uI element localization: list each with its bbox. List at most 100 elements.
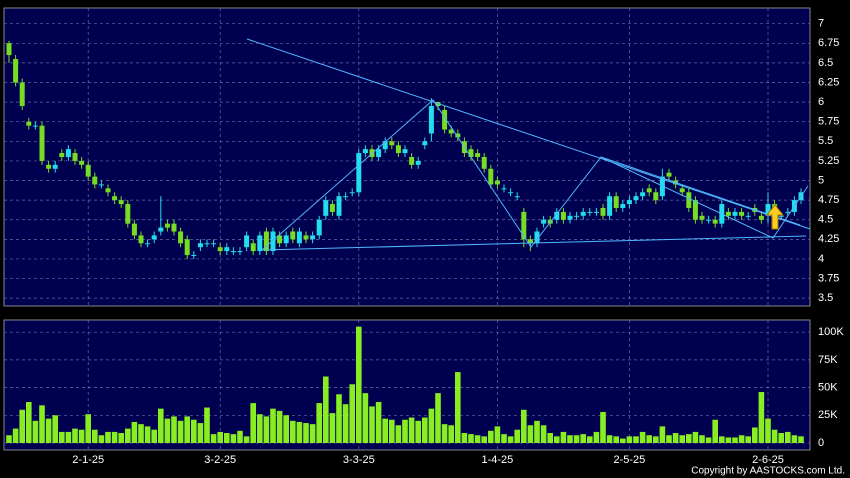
candle-body: [98, 184, 104, 186]
candle-body: [26, 121, 32, 126]
y-tick-label: 4.75: [818, 194, 839, 206]
volume-bar: [699, 435, 705, 443]
candle-body: [79, 160, 85, 165]
volume-bar: [257, 414, 263, 443]
volume-bar: [501, 434, 507, 443]
candle-body: [739, 211, 745, 216]
candle-body: [158, 227, 164, 232]
candle-body: [508, 192, 514, 194]
candle-body: [303, 235, 309, 240]
volume-bar: [798, 436, 804, 443]
x-tick-label: 2-6-25: [752, 454, 784, 466]
candle-body: [422, 141, 428, 146]
volume-bar: [349, 384, 355, 443]
volume-bar: [382, 418, 388, 443]
candle-body: [488, 168, 494, 185]
volume-bar: [342, 404, 349, 443]
volume-bar: [369, 406, 375, 443]
volume-bar: [534, 420, 540, 443]
candle-body: [514, 196, 520, 198]
candle-body: [257, 235, 263, 252]
candle-body: [607, 196, 613, 216]
candle-body: [211, 243, 217, 245]
volume-bar: [672, 433, 679, 443]
volume-bar: [778, 433, 784, 443]
volume-bar: [92, 429, 98, 443]
candle-body: [778, 215, 784, 217]
volume-bar: [639, 431, 646, 443]
volume-bar: [52, 415, 58, 443]
candle-body: [428, 106, 434, 134]
volume-bar: [626, 436, 633, 443]
volume-bar: [177, 420, 184, 443]
volume-bar: [573, 435, 580, 443]
volume-layer: 0 25K 50K 75K 100K: [4, 320, 844, 450]
volume-bar: [758, 392, 765, 443]
candle-body: [164, 223, 170, 228]
candle-body: [19, 82, 25, 107]
candle-body: [118, 200, 124, 205]
candle-body: [329, 204, 335, 212]
candle-body: [646, 188, 652, 193]
volume-bar: [283, 415, 289, 443]
candle-body: [382, 141, 388, 150]
x-tick-label: 2-5-25: [614, 454, 646, 466]
volume-bar: [633, 436, 639, 443]
candle-body: [666, 172, 672, 177]
copyright: Copyright by AASTOCKS.com Ltd.: [691, 466, 845, 477]
volume-bar: [197, 423, 204, 443]
volume-bar: [554, 436, 560, 443]
volume-bar: [705, 437, 712, 443]
candle-body: [72, 153, 78, 161]
candle-body: [409, 157, 415, 165]
volume-bar: [752, 427, 758, 443]
candle-body: [224, 247, 230, 252]
candle-body: [6, 43, 12, 56]
candle-body: [593, 211, 599, 213]
candle-body: [290, 231, 296, 240]
resistance-line: [246, 38, 811, 230]
volume-bar: [653, 436, 659, 443]
price-panel: [3, 7, 811, 307]
y-tick-label: 6.25: [818, 76, 839, 88]
volume-bar: [12, 428, 19, 443]
volume-bar: [362, 393, 369, 443]
volume-bar: [560, 431, 567, 443]
candle-body: [250, 243, 256, 252]
volume-bar: [771, 429, 778, 443]
volume-bar: [303, 423, 309, 443]
volume-bar: [567, 435, 573, 443]
volume-bar: [712, 419, 718, 443]
candle-body: [389, 141, 395, 146]
candle-body: [640, 192, 646, 197]
trendlines: [246, 38, 811, 251]
volume-bar: [309, 424, 316, 443]
candle-body: [541, 219, 547, 224]
volume-bar: [336, 394, 342, 443]
candle-body: [356, 153, 362, 193]
candle-body: [283, 235, 289, 244]
candle-body: [587, 211, 593, 213]
volume-bar: [521, 409, 527, 443]
candle-body: [46, 164, 52, 169]
volume-bar: [78, 429, 85, 443]
candle-body: [686, 192, 692, 208]
candle-body: [39, 125, 45, 161]
candle-body: [32, 125, 38, 127]
volume-bar: [111, 431, 118, 443]
y-tick-label: 6: [818, 96, 824, 108]
candle-body: [475, 153, 481, 157]
candle-body: [468, 149, 474, 157]
volume-bar: [785, 431, 791, 443]
volume-bar: [507, 436, 514, 443]
candle-body: [138, 235, 144, 244]
volume-bar: [474, 435, 481, 443]
candle-body: [442, 109, 448, 130]
candle-body: [105, 188, 111, 193]
candle-body: [613, 196, 619, 208]
candle-body: [204, 243, 210, 245]
candle-body: [112, 196, 118, 201]
candle-body: [692, 200, 698, 220]
volume-bar: [184, 416, 190, 443]
candle-body: [706, 219, 712, 221]
